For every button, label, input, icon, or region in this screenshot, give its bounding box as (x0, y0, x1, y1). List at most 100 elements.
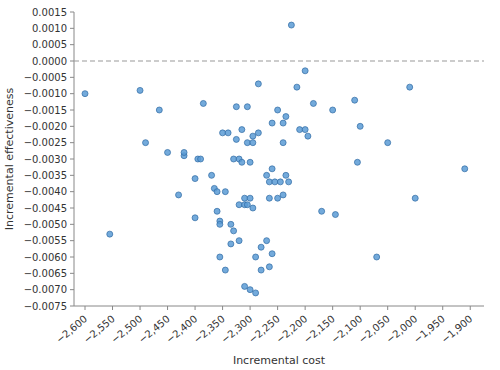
point (231, 228, 237, 234)
x-axis-label: Incremental cost (233, 354, 326, 367)
point (253, 290, 259, 296)
point (244, 140, 250, 146)
tick (85, 306, 86, 310)
point (217, 221, 223, 227)
point (288, 22, 294, 28)
point (283, 172, 289, 178)
tick (305, 306, 306, 310)
point (302, 127, 308, 133)
point (222, 267, 228, 273)
tick (167, 306, 168, 310)
point (247, 287, 253, 293)
point (228, 241, 234, 247)
point (255, 130, 261, 136)
point (107, 231, 113, 237)
point (264, 238, 270, 244)
point (266, 195, 272, 201)
point (222, 189, 228, 195)
tick (277, 306, 278, 310)
tick (70, 175, 74, 176)
point (272, 179, 278, 185)
tick-label: −0.0010 (24, 88, 67, 99)
tick (70, 159, 74, 160)
tick (70, 28, 74, 29)
point (286, 179, 292, 185)
tick (70, 273, 74, 274)
tick (195, 306, 196, 310)
tick (360, 306, 361, 310)
point (137, 87, 143, 93)
point (181, 149, 187, 155)
point (231, 156, 237, 162)
tick (70, 240, 74, 241)
point (275, 195, 281, 201)
point (192, 176, 198, 182)
point (239, 127, 245, 133)
tick (70, 191, 74, 192)
point (277, 179, 283, 185)
point (250, 133, 256, 139)
point (209, 172, 215, 178)
point (269, 120, 275, 126)
y-axis-label: Incremental effectiveness (3, 88, 16, 231)
point (332, 212, 338, 218)
tick (332, 306, 333, 310)
tick-label: 0.0010 (32, 23, 67, 34)
point (192, 215, 198, 221)
point (255, 81, 261, 87)
tick-label: 0.0000 (32, 56, 67, 67)
point (280, 192, 286, 198)
point (266, 264, 272, 270)
point (198, 156, 204, 162)
tick (250, 306, 251, 310)
tick (70, 257, 74, 258)
point (269, 251, 275, 257)
point (310, 100, 316, 106)
point (176, 192, 182, 198)
reference-line (74, 61, 484, 62)
point (258, 267, 264, 273)
tick (442, 306, 443, 310)
tick (222, 306, 223, 310)
point (258, 244, 264, 250)
point (385, 140, 391, 146)
point (233, 104, 239, 110)
point (233, 136, 239, 142)
tick (387, 306, 388, 310)
tick (70, 126, 74, 127)
point (220, 130, 226, 136)
point (236, 202, 242, 208)
x-axis-line (74, 306, 484, 307)
tick-label: −0.0035 (24, 170, 67, 181)
point (236, 238, 242, 244)
point (280, 140, 286, 146)
tick-label: −0.0040 (24, 186, 67, 197)
tick (140, 306, 141, 310)
point (165, 149, 171, 155)
tick-label: −0.0075 (24, 301, 67, 312)
point (253, 254, 259, 260)
point (225, 130, 231, 136)
point (354, 159, 360, 165)
point (217, 254, 223, 260)
tick (70, 77, 74, 78)
point (264, 172, 270, 178)
point (297, 127, 303, 133)
tick (70, 142, 74, 143)
point (269, 166, 275, 172)
tick (70, 110, 74, 111)
point (357, 123, 363, 129)
tick (70, 306, 74, 307)
point (280, 120, 286, 126)
tick (112, 306, 113, 310)
point (244, 104, 250, 110)
point (156, 107, 162, 113)
tick (70, 44, 74, 45)
tick (470, 306, 471, 310)
tick-label: −0.0020 (24, 121, 67, 132)
point (242, 195, 248, 201)
point (305, 133, 311, 139)
tick (70, 12, 74, 13)
point (266, 179, 272, 185)
tick-label: −0.0060 (24, 252, 67, 263)
